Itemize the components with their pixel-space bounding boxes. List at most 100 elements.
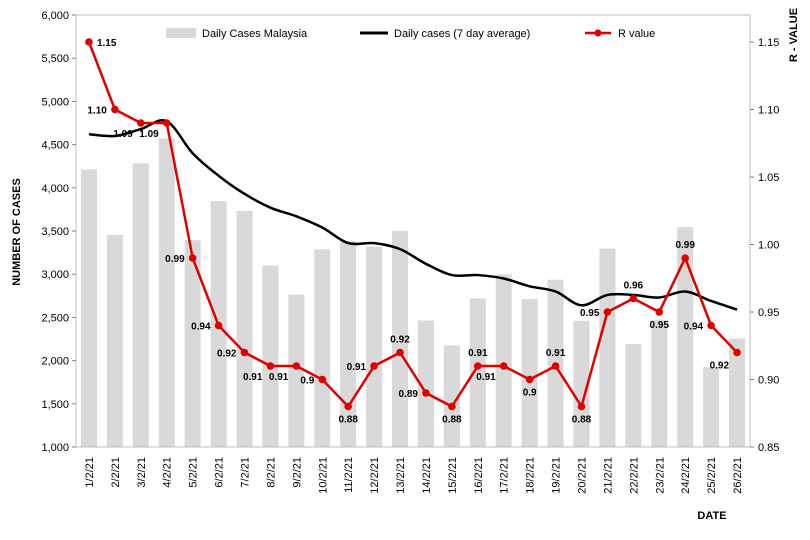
r-value-marker	[111, 105, 119, 114]
r-value-marker	[137, 119, 145, 127]
r-value-marker	[370, 362, 378, 370]
bar-daily-cases	[288, 294, 305, 447]
x-tick-label: 4/2/21	[162, 457, 174, 488]
r-value-marker	[266, 362, 275, 370]
bar-daily-cases	[703, 367, 720, 447]
r-value-label: 0.96	[624, 281, 644, 292]
r-value-label: 0.91	[269, 372, 289, 383]
r-value-marker	[85, 38, 93, 46]
r-value-label: 0.92	[710, 361, 730, 372]
bar-daily-cases	[443, 345, 460, 447]
x-tick-label: 8/2/21	[265, 457, 277, 488]
y-tick-label: 4,000	[41, 183, 69, 195]
y2-tick-label: 1.05	[758, 172, 779, 184]
bar-daily-cases	[132, 163, 149, 448]
bar-daily-cases	[521, 299, 538, 447]
bar-daily-cases	[80, 169, 97, 447]
legend-swatch-daily-cases	[166, 28, 196, 38]
y-tick-label: 3,500	[41, 226, 69, 238]
y2-tick-label: 1.15	[758, 37, 779, 49]
x-axis-title: DATE	[697, 510, 726, 522]
r-value-marker	[681, 254, 689, 262]
x-tick-label: 9/2/21	[291, 457, 303, 488]
r-value-marker	[396, 348, 404, 357]
x-tick-label: 1/2/21	[84, 457, 96, 488]
r-value-label: 1.09	[113, 129, 133, 140]
bar-daily-cases	[677, 227, 694, 447]
x-tick-label: 13/2/21	[395, 457, 407, 494]
labels-layer: 1.15 1.10 1.09 1.09 0.99 0.94 0.92 0.91 0.91 0.9 0…	[87, 38, 729, 426]
r-layer	[85, 38, 741, 411]
x-tick-label: 5/2/21	[188, 457, 200, 488]
r-value-marker	[551, 362, 560, 370]
bar-daily-cases	[106, 234, 123, 447]
x-tick-label: 10/2/21	[317, 457, 329, 494]
x-tick-label: 20/2/21	[577, 457, 589, 494]
bar-daily-cases	[495, 274, 512, 447]
x-tick-label: 21/2/21	[602, 457, 614, 494]
y-tick-label: 5,500	[41, 53, 69, 65]
r-value-label: 0.91	[476, 372, 496, 383]
r-value-marker	[318, 375, 327, 384]
r-value-marker	[655, 308, 664, 316]
bar-daily-cases	[262, 265, 279, 447]
y-tick-label: 4,500	[41, 140, 69, 152]
r-value-label: 0.88	[338, 415, 358, 426]
r-value-marker	[292, 362, 301, 370]
x-tick-label: 15/2/21	[447, 457, 459, 494]
r-value-label: 0.89	[398, 389, 418, 400]
y-tick-label: 3,000	[41, 269, 69, 281]
bar-daily-cases	[417, 320, 434, 447]
r-value-label: 0.92	[390, 335, 410, 346]
legend-label-r-value: R value	[618, 28, 655, 40]
bar-daily-cases	[625, 344, 642, 447]
x-tick-label: 6/2/21	[214, 457, 226, 488]
y-tick-label: 1,500	[41, 399, 69, 411]
y-tick-label: 6,000	[41, 10, 69, 22]
plot-area-border	[75, 14, 751, 448]
r-value-label: 0.88	[572, 415, 592, 426]
r-value-marker	[707, 321, 715, 330]
r-value-marker	[474, 362, 482, 370]
r-value-label: 0.94	[684, 322, 704, 333]
x-tick-label: 11/2/21	[343, 457, 355, 493]
r-value-label: 1.15	[97, 38, 117, 49]
bar-daily-cases	[184, 240, 201, 447]
x-tick-label: 22/2/21	[628, 457, 640, 494]
bar-daily-cases	[599, 248, 616, 447]
r-value-marker	[603, 308, 612, 316]
line-7-day-average	[88, 119, 738, 311]
x-tick-label: 19/2/21	[551, 457, 563, 494]
bar-daily-cases	[158, 138, 175, 447]
legend-marker-r-value	[594, 29, 602, 37]
bar-daily-cases	[236, 211, 253, 447]
x-tick-label: 14/2/21	[421, 457, 433, 494]
r-value-label: 1.09	[139, 129, 159, 140]
y2-tick-label: 1.00	[758, 240, 779, 252]
y-tick-label: 1,000	[41, 442, 69, 454]
bar-daily-cases	[651, 320, 668, 447]
bar-daily-cases	[340, 241, 357, 447]
bar-daily-cases	[573, 320, 590, 447]
axes-layer: 1,000 1,500 2,000 2,500 3,000 3,500 4,000 4,500…	[41, 10, 779, 494]
y2-tick-label: 1.10	[758, 105, 779, 117]
x-tick-label: 26/2/21	[732, 457, 744, 494]
r-value-label: 0.94	[191, 322, 211, 333]
y-axis-title: NUMBER OF CASES	[11, 178, 23, 286]
bars-layer	[80, 138, 746, 448]
r-value-marker	[162, 119, 171, 127]
r-value-label: 0.92	[217, 349, 237, 360]
r-value-marker	[525, 375, 534, 384]
r-value-label: 0.9	[523, 388, 537, 399]
bar-daily-cases	[392, 231, 409, 447]
legend-label-7-day-average: Daily cases (7 day average)	[394, 28, 530, 40]
x-tick-label: 17/2/21	[499, 457, 511, 494]
y-tick-label: 2,000	[41, 356, 69, 368]
r-value-label: 0.88	[442, 415, 462, 426]
r-value-label: 0.99	[675, 240, 695, 251]
r-value-marker	[733, 348, 741, 357]
avg-layer	[88, 119, 738, 311]
r-value-marker	[214, 321, 223, 330]
x-tick-label: 18/2/21	[525, 457, 537, 494]
y2-tick-label: 0.90	[758, 375, 779, 387]
